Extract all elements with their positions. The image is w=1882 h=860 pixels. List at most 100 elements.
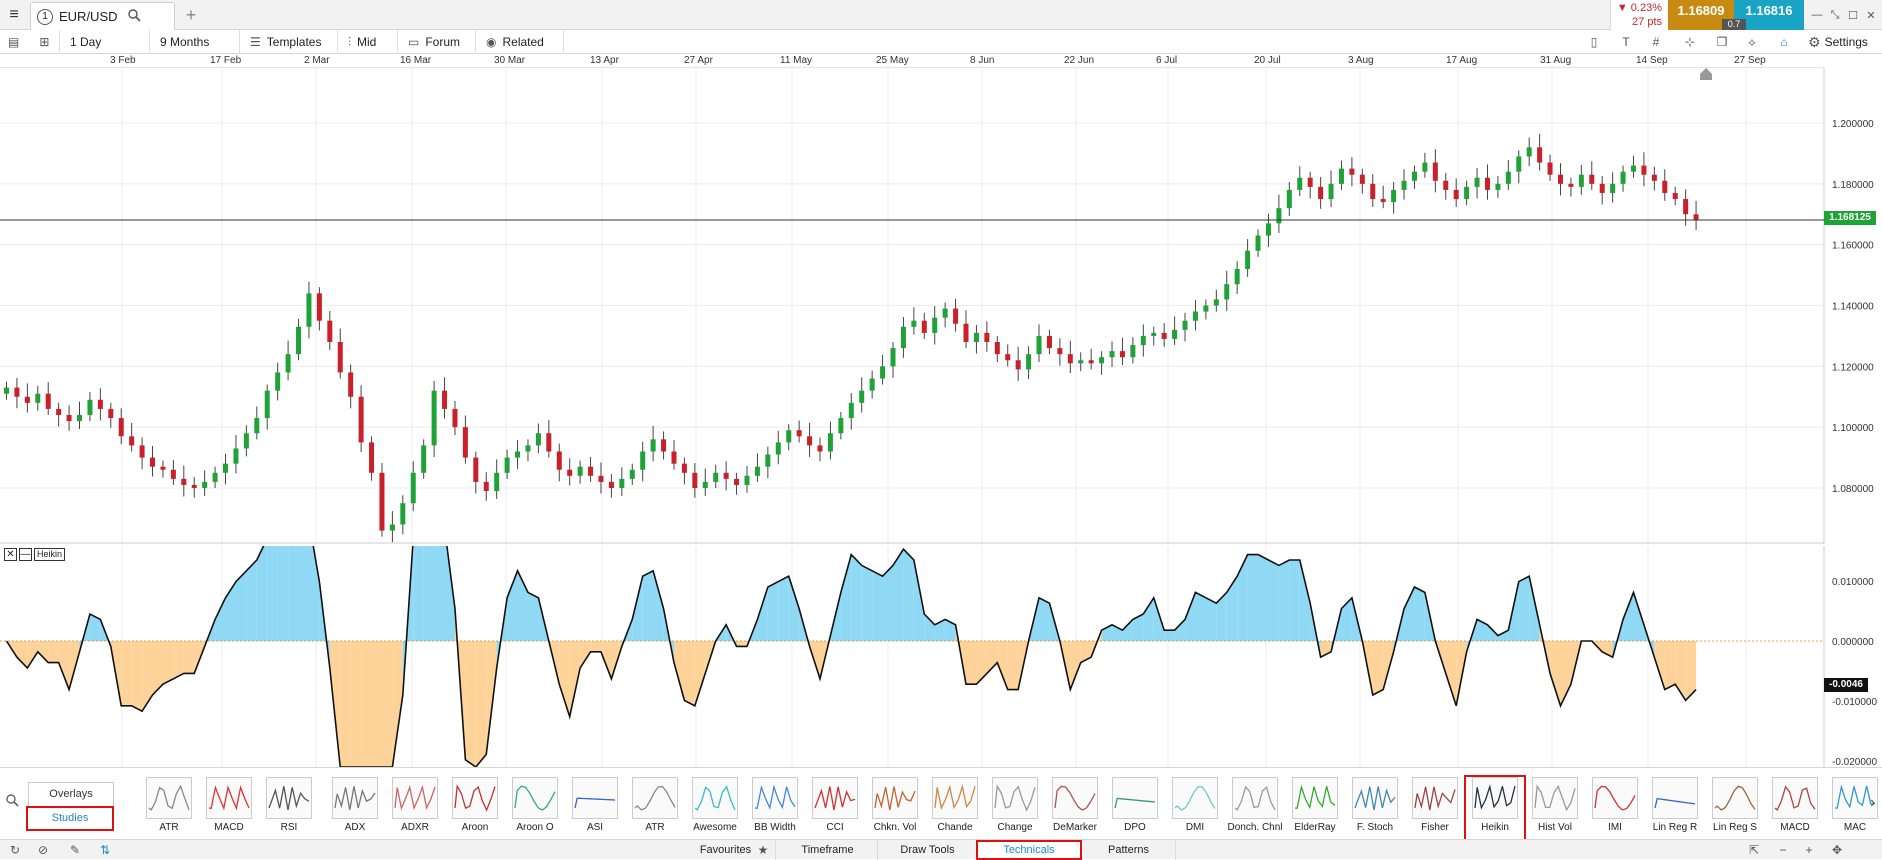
study-demarker[interactable]: DeMarker bbox=[1046, 777, 1104, 839]
heikin-oscillator-chart[interactable]: 0.0300000.0200000.0100000.000000-0.01000… bbox=[0, 546, 1882, 767]
candle bbox=[1286, 182, 1292, 217]
tag-icon[interactable]: ⌂ bbox=[1780, 35, 1788, 49]
tab-technicals[interactable]: Technicals bbox=[976, 840, 1082, 860]
study-macd[interactable]: MACD bbox=[1766, 777, 1824, 839]
grid-icon[interactable]: # bbox=[1652, 35, 1660, 49]
study-donch-chnl[interactable]: Donch. Chnl bbox=[1226, 777, 1284, 839]
study-hist-vol[interactable]: Hist Vol bbox=[1526, 777, 1584, 839]
study-f-stoch[interactable]: F. Stoch bbox=[1346, 777, 1404, 839]
collapse-icon[interactable]: ⤡ bbox=[1830, 8, 1840, 21]
study-asi[interactable]: ASI bbox=[566, 777, 624, 839]
price-type-button[interactable]: ⫶ Mid bbox=[338, 30, 398, 54]
study-macd[interactable]: MACD bbox=[200, 777, 258, 839]
close-icon[interactable]: ✕ bbox=[1866, 9, 1876, 22]
study-dmi[interactable]: DMI bbox=[1166, 777, 1224, 839]
page-icon[interactable]: ▯ bbox=[1590, 35, 1598, 49]
related-button[interactable]: ◉ Related bbox=[476, 30, 564, 54]
study-aroon-o[interactable]: Aroon O bbox=[506, 777, 564, 839]
minimize-study-icon[interactable]: — bbox=[19, 548, 32, 561]
study-atr[interactable]: ATR bbox=[140, 777, 198, 839]
study-chkn-vol[interactable]: Chkn. Vol bbox=[866, 777, 924, 839]
study-adxr[interactable]: ADXR bbox=[386, 777, 444, 839]
osc-area bbox=[934, 619, 946, 641]
tab-patterns[interactable]: Patterns bbox=[1082, 840, 1176, 860]
candle bbox=[786, 424, 792, 451]
tab-timeframe[interactable]: Timeframe bbox=[778, 840, 878, 860]
home-icon[interactable] bbox=[1698, 66, 1714, 82]
candle bbox=[389, 511, 395, 543]
expand-panel-icon[interactable]: ⇱ bbox=[1748, 843, 1760, 857]
study-lin-reg-s[interactable]: Lin Reg S bbox=[1706, 777, 1764, 839]
layout-icon[interactable]: ⊞ bbox=[39, 35, 50, 49]
minimize-icon[interactable]: — bbox=[1811, 9, 1823, 21]
study-bb-width[interactable]: BB Width bbox=[746, 777, 804, 839]
study-aroon[interactable]: Aroon bbox=[446, 777, 504, 839]
search-studies-icon[interactable] bbox=[6, 794, 19, 810]
menu-icon[interactable]: ≡ bbox=[9, 6, 19, 23]
candle bbox=[525, 439, 531, 462]
related-label: Related bbox=[502, 35, 544, 49]
osc-area bbox=[590, 641, 601, 652]
forum-button[interactable]: ▭ Forum bbox=[398, 30, 476, 54]
crosshair-icon[interactable]: ⊹ bbox=[1684, 35, 1696, 49]
study-label: ADXR bbox=[401, 822, 429, 833]
study-adx[interactable]: ADX bbox=[326, 777, 384, 839]
overlays-button[interactable]: Overlays bbox=[49, 788, 93, 800]
cursor-icon[interactable]: ⟡ bbox=[1748, 34, 1756, 49]
sell-price-button[interactable]: 1.16809 bbox=[1668, 0, 1734, 30]
search-icon[interactable] bbox=[127, 8, 141, 25]
close-study-icon[interactable]: ✕ bbox=[4, 548, 17, 561]
maximize-icon[interactable]: ☐ bbox=[1848, 9, 1858, 22]
text-size-icon[interactable]: T bbox=[1622, 35, 1630, 49]
study-elderray[interactable]: ElderRay bbox=[1286, 777, 1344, 839]
study-dpo[interactable]: DPO bbox=[1106, 777, 1164, 839]
studies-button[interactable]: Studies bbox=[26, 806, 114, 831]
current-price-label: 1.168125 bbox=[1824, 211, 1876, 225]
osc-area bbox=[767, 581, 779, 641]
candle bbox=[1046, 329, 1052, 355]
resize-icon[interactable]: ✥ bbox=[1831, 843, 1843, 857]
star-icon[interactable]: ★ bbox=[757, 843, 769, 857]
study-change[interactable]: Change bbox=[986, 777, 1044, 839]
study-awesome[interactable]: Awesome bbox=[686, 777, 744, 839]
windows-icon[interactable]: ❐ bbox=[1716, 35, 1728, 49]
price-chart[interactable]: 1.200000 1.180000 1.160000 1.140000 1.120000… bbox=[0, 68, 1882, 544]
study-atr[interactable]: ATR bbox=[626, 777, 684, 839]
tab-favourites[interactable]: Favourites bbox=[676, 840, 776, 860]
chevron-right-icon[interactable]: › bbox=[1870, 794, 1876, 811]
candle bbox=[170, 460, 176, 485]
zoom-in-icon[interactable]: + bbox=[1805, 843, 1813, 857]
list-icon[interactable]: ▤ ⊞ bbox=[0, 30, 60, 54]
study-heikin[interactable]: Heikin bbox=[1464, 775, 1526, 841]
candle bbox=[640, 441, 646, 482]
candle bbox=[1578, 164, 1584, 195]
zoom-out-icon[interactable]: − bbox=[1779, 843, 1787, 857]
study-thumbnail-icon bbox=[146, 777, 192, 819]
interval-label: 1 Day bbox=[70, 35, 102, 49]
symbol-tab[interactable]: 1 EUR/USD bbox=[30, 2, 175, 30]
settings-button[interactable]: ⚙ Settings bbox=[1808, 30, 1882, 54]
refresh-icon[interactable]: ↻ bbox=[9, 843, 21, 857]
study-rsi[interactable]: RSI bbox=[260, 777, 318, 839]
sort-icon[interactable]: ⇅ bbox=[99, 843, 111, 857]
osc-area bbox=[89, 614, 101, 641]
tab-draw-tools[interactable]: Draw Tools bbox=[878, 840, 978, 860]
study-mac[interactable]: MAC bbox=[1826, 777, 1882, 839]
interval-select[interactable]: 1 Day bbox=[60, 30, 150, 54]
study-cci[interactable]: CCI bbox=[806, 777, 864, 839]
add-tab-icon[interactable]: + bbox=[185, 4, 197, 25]
block-icon[interactable]: ⊘ bbox=[37, 843, 49, 857]
study-imi[interactable]: IMI bbox=[1586, 777, 1644, 839]
osc-area bbox=[423, 546, 435, 641]
candle bbox=[577, 460, 583, 484]
study-chande[interactable]: Chande bbox=[926, 777, 984, 839]
study-fisher[interactable]: Fisher bbox=[1406, 777, 1464, 839]
templates-button[interactable]: ☰ Templates bbox=[240, 30, 338, 54]
candle bbox=[129, 422, 135, 452]
pencil-icon[interactable]: ✎ bbox=[69, 843, 81, 857]
osc-area bbox=[392, 641, 403, 767]
range-select[interactable]: 9 Months bbox=[150, 30, 240, 54]
osc-area bbox=[1195, 592, 1206, 641]
study-lin-reg-r[interactable]: Lin Reg R bbox=[1646, 777, 1704, 839]
study-label: DeMarker bbox=[1053, 822, 1097, 833]
